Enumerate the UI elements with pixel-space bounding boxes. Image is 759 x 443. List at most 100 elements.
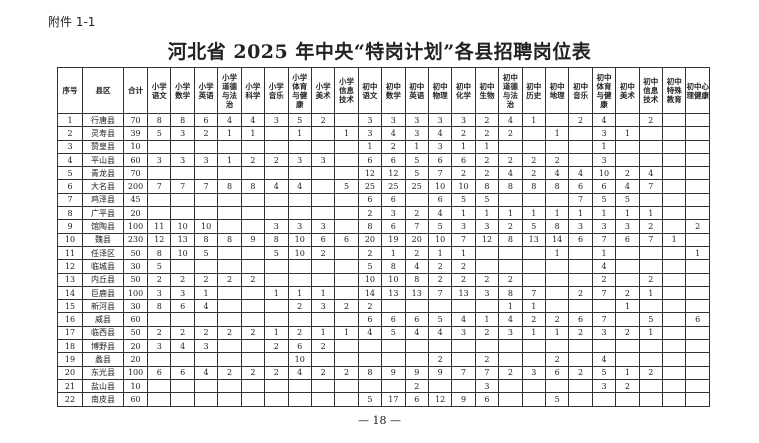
position-count-cell — [287, 192, 312, 208]
position-count-cell: 3 — [474, 378, 500, 394]
position-count-cell — [217, 352, 242, 367]
table-row: 18 博野县 20 3 4 3 2 6 2 — [56, 339, 710, 354]
position-count-cell: 1 — [615, 299, 640, 314]
position-count-cell: 3 — [451, 112, 476, 128]
position-count-cell — [685, 139, 710, 154]
position-count-cell: 8 — [544, 219, 570, 234]
position-count-cell: 2 — [615, 325, 640, 341]
position-count-cell — [568, 272, 593, 287]
position-count-cell — [685, 192, 710, 208]
position-count-cell: 8 — [521, 179, 546, 194]
county-name: 赞皇县 — [82, 139, 125, 154]
table-row: 4 平山县 60 3 3 3 1 2 2 3 3 6 6 5 6 6 2 2 2 2 3 — [56, 152, 710, 168]
total-cell: 230 — [123, 232, 149, 247]
position-count-cell — [170, 378, 195, 394]
position-count-cell: 8 — [357, 365, 383, 380]
position-count-cell — [381, 339, 406, 354]
position-count-cell: 5 — [638, 312, 664, 327]
position-count-cell — [334, 259, 359, 274]
county-name: 平山县 — [82, 152, 125, 168]
row-index: 4 — [56, 152, 84, 168]
position-count-cell — [217, 219, 242, 234]
position-count-cell: 6 — [474, 392, 500, 407]
position-count-cell — [217, 166, 242, 181]
position-count-cell: 9 — [404, 365, 429, 380]
position-count-cell: 2 — [217, 325, 242, 341]
position-count-cell: 2 — [404, 245, 429, 261]
position-count-cell: 6 — [451, 152, 476, 168]
position-count-cell: 6 — [170, 299, 195, 314]
position-count-cell — [264, 378, 289, 394]
position-count-cell — [521, 352, 546, 367]
position-count-cell: 1 — [521, 112, 546, 128]
position-count-cell: 7 — [404, 219, 429, 234]
position-count-cell: 7 — [147, 179, 172, 194]
position-count-cell: 10 — [591, 166, 617, 181]
position-count-cell: 14 — [357, 285, 383, 301]
position-count-cell: 13 — [451, 285, 476, 301]
position-count-cell: 2 — [685, 219, 710, 234]
position-count-cell — [147, 378, 172, 394]
position-count-cell: 2 — [498, 152, 523, 168]
position-count-cell — [264, 192, 289, 208]
position-count-cell: 8 — [381, 259, 406, 274]
position-count-cell: 6 — [568, 232, 593, 247]
position-count-cell: 8 — [264, 232, 289, 247]
position-count-cell: 4 — [498, 166, 523, 181]
position-count-cell — [287, 312, 312, 327]
position-count-cell: 9 — [381, 365, 406, 380]
position-count-cell: 25 — [381, 179, 406, 194]
position-count-cell — [615, 139, 640, 154]
position-count-cell: 4 — [404, 325, 429, 341]
position-count-cell — [685, 339, 710, 354]
county-name: 南皮县 — [82, 392, 125, 407]
position-count-cell — [334, 219, 359, 234]
position-count-cell — [661, 245, 687, 261]
position-count-cell: 3 — [310, 219, 336, 234]
position-count-cell: 7 — [193, 179, 219, 194]
position-count-cell: 5 — [427, 219, 453, 234]
position-count-cell — [147, 352, 172, 367]
table-row: 1 行唐县 70 8 8 6 4 4 3 5 2 3 3 3 3 3 2 4 1 2 4 2 — [56, 112, 710, 128]
position-count-cell: 13 — [170, 232, 195, 247]
position-count-cell: 2 — [287, 325, 312, 341]
position-count-cell — [147, 206, 172, 221]
position-count-cell — [544, 139, 570, 154]
total-cell: 10 — [123, 378, 149, 394]
position-count-cell: 4 — [193, 365, 219, 380]
column-header: 小学英语 — [193, 67, 219, 114]
position-count-cell: 4 — [357, 325, 383, 341]
position-count-cell — [568, 152, 593, 168]
total-cell: 39 — [123, 126, 149, 141]
position-count-cell — [404, 352, 429, 367]
position-count-cell: 4 — [404, 259, 429, 274]
position-count-cell: 8 — [240, 179, 266, 194]
position-count-cell — [685, 112, 710, 128]
position-count-cell: 6 — [381, 192, 406, 208]
position-count-cell — [264, 299, 289, 314]
position-count-cell: 8 — [217, 232, 242, 247]
position-count-cell: 2 — [217, 365, 242, 380]
position-count-cell — [521, 392, 546, 407]
position-count-cell: 3 — [427, 139, 453, 154]
position-count-cell: 10 — [427, 232, 453, 247]
position-count-cell: 1 — [334, 325, 359, 341]
position-count-cell: 2 — [240, 365, 266, 380]
position-count-cell — [544, 192, 570, 208]
position-count-cell — [544, 112, 570, 128]
position-count-cell: 7 — [170, 179, 195, 194]
position-count-cell: 5 — [474, 192, 500, 208]
position-count-cell: 2 — [544, 352, 570, 367]
position-count-cell: 3 — [310, 299, 336, 314]
position-count-cell: 2 — [193, 126, 219, 141]
position-count-cell — [427, 299, 453, 314]
position-count-cell — [661, 179, 687, 194]
position-count-cell: 4 — [591, 352, 617, 367]
position-count-cell — [685, 392, 710, 407]
position-count-cell — [240, 312, 266, 327]
position-count-cell — [615, 152, 640, 168]
position-count-cell: 3 — [591, 126, 617, 141]
position-count-cell — [310, 166, 336, 181]
table-row: 16 威县 60 6 6 6 5 4 1 4 2 2 6 7 5 6 — [56, 312, 710, 327]
column-header: 小学美术 — [310, 67, 336, 114]
